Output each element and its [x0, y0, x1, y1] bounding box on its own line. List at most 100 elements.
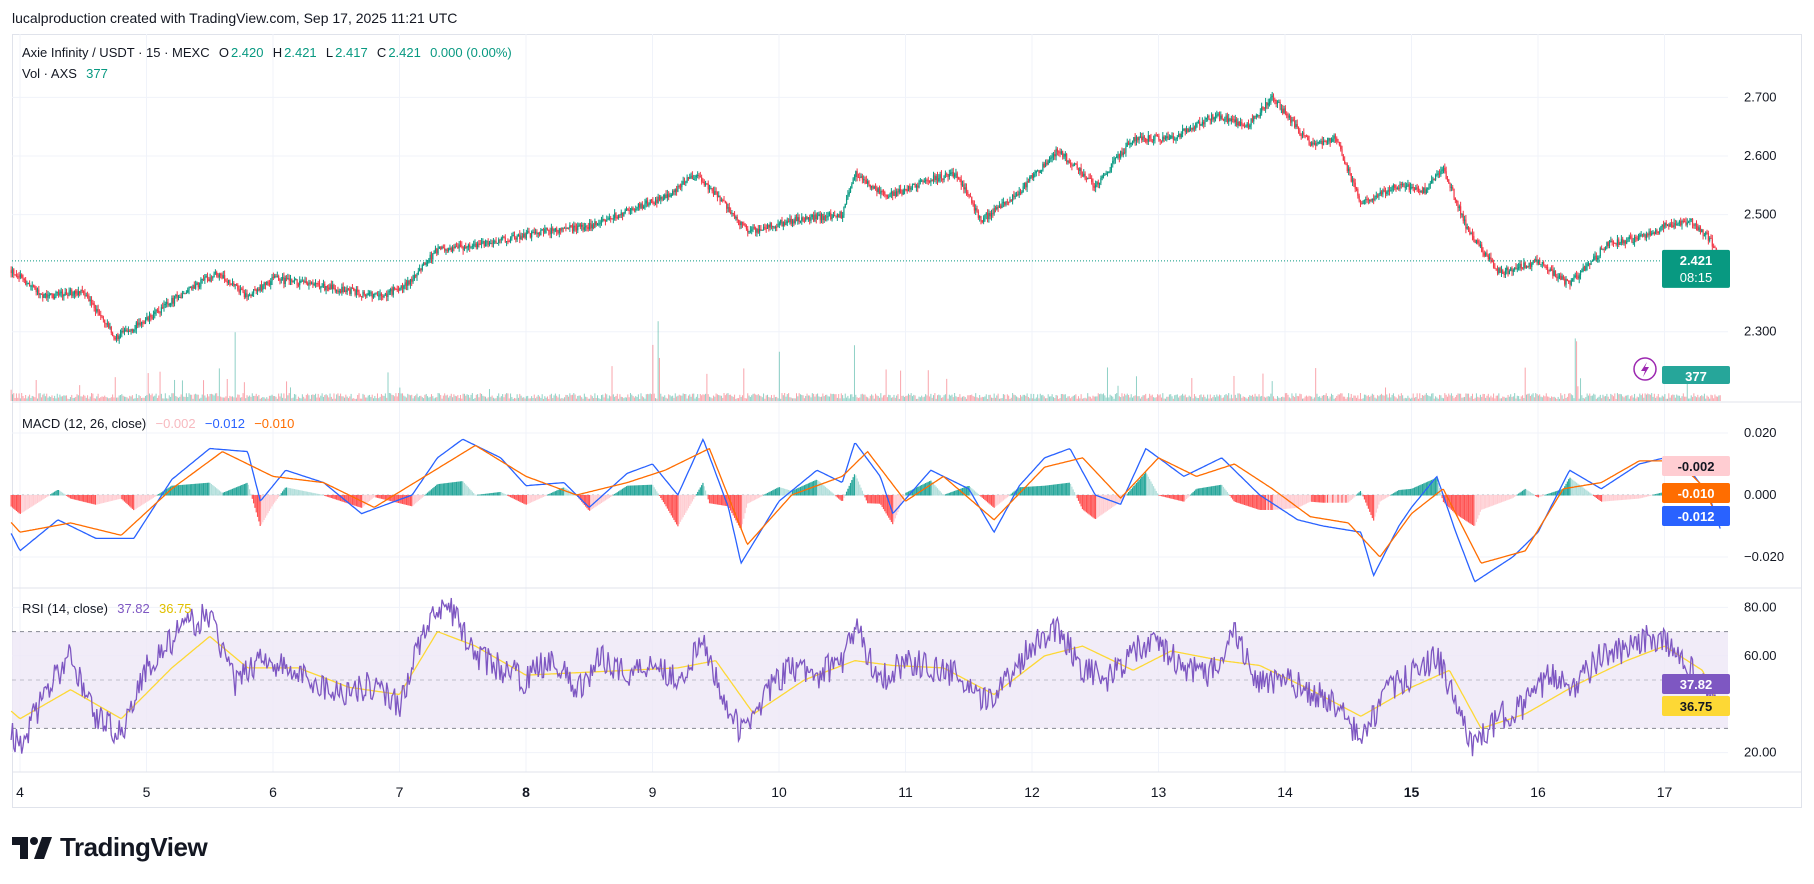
- candle-body: [1311, 142, 1313, 146]
- volume-bar: [1066, 397, 1068, 401]
- macd-histogram-bar: [611, 495, 613, 497]
- macd-histogram-bar: [903, 495, 906, 496]
- volume-bar: [1305, 395, 1307, 401]
- volume-bar: [1337, 394, 1339, 401]
- candle-body: [498, 239, 500, 243]
- volume-bar: [1041, 395, 1043, 401]
- macd-histogram-bar: [774, 488, 777, 496]
- macd-histogram-bar: [519, 495, 521, 502]
- macd-histogram-bar: [517, 495, 520, 502]
- volume-bar: [1670, 395, 1672, 401]
- volume-bar: [170, 396, 172, 401]
- macd-histogram-bar: [835, 495, 837, 497]
- volume-bar: [243, 382, 245, 401]
- macd-histogram-bar: [579, 495, 581, 501]
- candle-body: [440, 246, 442, 250]
- candle-body: [989, 212, 991, 217]
- macd-histogram-bar: [507, 495, 509, 496]
- candle-body: [1353, 179, 1355, 183]
- volume-bar: [1485, 397, 1487, 401]
- candle-body: [390, 288, 392, 292]
- macd-histogram-bar: [598, 495, 600, 505]
- candle-body: [1232, 118, 1234, 120]
- volume-bar: [1168, 394, 1170, 401]
- macd-histogram-bar: [1367, 495, 1369, 509]
- volume-bar: [731, 396, 733, 401]
- macd-histogram-bar: [981, 495, 983, 498]
- macd-histogram-bar: [1092, 495, 1094, 518]
- candle-body: [669, 196, 671, 198]
- candle-body: [483, 241, 485, 247]
- volume-bar: [644, 398, 646, 401]
- macd-histogram-bar: [755, 495, 757, 500]
- candle-body: [786, 221, 788, 224]
- candle-body: [548, 230, 550, 232]
- volume-bar: [1298, 396, 1300, 401]
- candle-body: [262, 285, 264, 291]
- volume-bar: [834, 394, 836, 401]
- candle-body: [1217, 113, 1219, 115]
- candle-body: [600, 220, 603, 223]
- volume-bar: [1114, 394, 1116, 401]
- volume-bar: [247, 396, 249, 401]
- macd-histogram-bar: [343, 495, 346, 503]
- candle-body: [615, 213, 617, 218]
- volume-bar: [1491, 397, 1493, 401]
- macd-histogram-bar: [1398, 490, 1400, 496]
- macd-histogram-bar: [189, 484, 191, 496]
- macd-histogram-bar: [131, 495, 133, 509]
- candle-body: [1015, 194, 1018, 197]
- candle-body: [347, 288, 350, 290]
- macd-histogram-bar: [589, 495, 591, 511]
- macd-histogram-bar: [1220, 484, 1222, 496]
- volume-bar: [1224, 395, 1226, 401]
- candle-body: [1377, 195, 1379, 197]
- macd-histogram-bar: [206, 482, 209, 496]
- candle-body: [1043, 163, 1045, 168]
- volume-bar: [181, 380, 183, 401]
- candle-body: [1363, 199, 1366, 201]
- volume-bar: [759, 395, 761, 401]
- candle-body: [1533, 260, 1536, 262]
- candle-body: [889, 193, 891, 197]
- volume-bar: [1578, 398, 1580, 401]
- volume-bar: [1125, 395, 1127, 401]
- candle-body: [826, 216, 828, 218]
- candle-body: [1097, 182, 1099, 185]
- macd-histogram-bar: [280, 493, 282, 496]
- volume-bar: [1523, 397, 1525, 401]
- macd-histogram-bar: [980, 495, 982, 497]
- volume-bar: [1233, 375, 1235, 401]
- macd-histogram-bar: [1152, 486, 1155, 496]
- volume-bar: [1147, 397, 1149, 401]
- candle-body: [731, 212, 733, 214]
- volume-bar: [890, 397, 892, 401]
- macd-histogram-bar: [509, 495, 512, 498]
- candle-body: [1172, 135, 1174, 140]
- candle-body: [947, 174, 949, 177]
- candle-body: [799, 220, 802, 223]
- volume-bar: [175, 396, 177, 401]
- candle-body: [718, 195, 720, 198]
- macd-histogram-bar: [1351, 495, 1354, 499]
- macd-histogram-bar: [212, 485, 214, 496]
- candle-body: [811, 215, 813, 217]
- volume-bar: [135, 393, 137, 401]
- macd-histogram-bar: [1378, 495, 1380, 505]
- candle-body: [1230, 118, 1232, 122]
- macd-histogram-bar: [1268, 495, 1271, 510]
- volume-bar: [985, 394, 987, 401]
- chart-frame[interactable]: [12, 34, 1802, 808]
- candle-body: [181, 293, 184, 298]
- volume-bar: [1030, 393, 1032, 401]
- candle-body: [1218, 113, 1221, 119]
- volume-bar: [1338, 394, 1340, 401]
- volume-bar: [1564, 393, 1566, 401]
- candle-body: [702, 181, 704, 183]
- macd-histogram-bar: [565, 488, 567, 496]
- macd-histogram-bar: [1081, 495, 1084, 510]
- volume-bar: [786, 394, 788, 401]
- macd-histogram-bar: [83, 495, 85, 502]
- candle-body: [354, 290, 356, 295]
